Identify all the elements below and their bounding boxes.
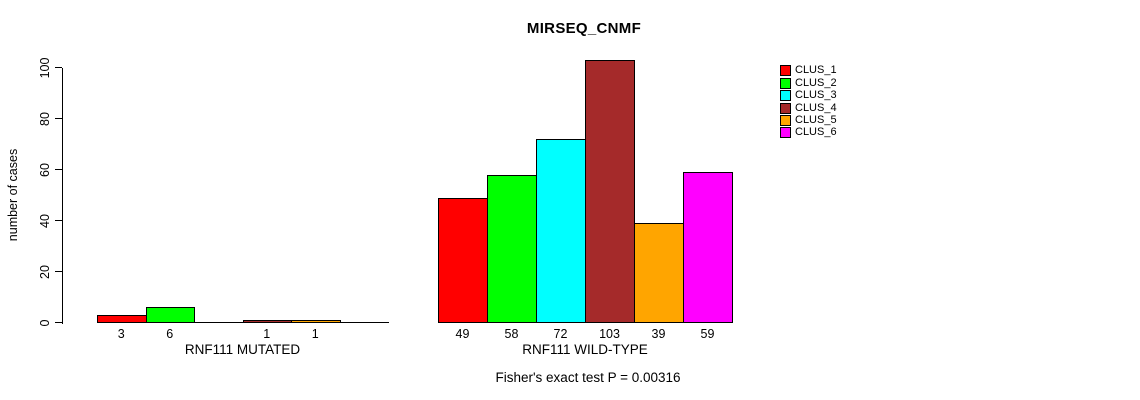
bar-value-label: 49 [455, 327, 470, 341]
group-label: RNF111 MUTATED [184, 342, 301, 357]
legend-label: CLUS_1 [795, 64, 837, 77]
legend-item: CLUS_1 [780, 65, 837, 77]
legend-label: CLUS_3 [795, 89, 837, 102]
legend-swatch [780, 90, 791, 102]
bar [536, 138, 586, 324]
y-tick-mark [55, 270, 62, 273]
legend-item: CLUS_6 [780, 127, 837, 139]
bar-value-label: 39 [651, 327, 666, 341]
y-axis-label: number of cases [6, 148, 20, 242]
bar-value-label: 72 [553, 327, 568, 341]
bar [487, 174, 537, 324]
y-tick-label: 100 [38, 57, 52, 78]
y-tick-mark [55, 219, 62, 222]
legend-item: CLUS_3 [780, 90, 837, 102]
legend-label: CLUS_6 [795, 126, 837, 139]
bar [97, 314, 147, 324]
bar [634, 223, 684, 324]
bar-value-label: 1 [311, 327, 319, 341]
y-tick-label: 60 [38, 162, 52, 177]
y-tick-label: 0 [38, 319, 52, 326]
legend-label: CLUS_5 [795, 113, 837, 126]
bar-value-label: 3 [117, 327, 125, 341]
legend-swatch [780, 114, 791, 126]
y-tick-label: 20 [38, 264, 52, 279]
bar-value-label: 59 [700, 327, 715, 341]
legend-item: CLUS_2 [780, 77, 837, 89]
y-axis-line [62, 67, 64, 324]
fisher-test-annotation: Fisher's exact test P = 0.00316 [495, 370, 681, 385]
legend-swatch [780, 77, 791, 89]
legend-swatch [780, 102, 791, 114]
legend-label: CLUS_4 [795, 101, 837, 114]
bar-value-label: 103 [599, 327, 620, 341]
bar [585, 59, 635, 324]
bar [145, 307, 195, 324]
bar-value-label: 58 [504, 327, 519, 341]
y-tick-mark [55, 117, 62, 120]
bar [683, 172, 733, 324]
y-tick-label: 40 [38, 213, 52, 228]
y-tick-mark [55, 66, 62, 69]
legend-label: CLUS_2 [795, 76, 837, 89]
y-tick-label: 80 [38, 111, 52, 126]
bar [242, 319, 292, 324]
legend-swatch [780, 127, 791, 139]
group-label: RNF111 WILD-TYPE [522, 342, 648, 357]
bar [291, 319, 341, 324]
chart-title: MIRSEQ_CNMF [526, 20, 642, 37]
legend-item: CLUS_5 [780, 114, 837, 126]
bar-value-label: 1 [263, 327, 271, 341]
y-tick-mark [55, 168, 62, 171]
y-tick-mark [55, 321, 62, 324]
bar-value-label: 6 [166, 327, 174, 341]
bar [438, 197, 488, 324]
legend-item: CLUS_4 [780, 102, 837, 114]
legend-swatch [780, 65, 791, 77]
